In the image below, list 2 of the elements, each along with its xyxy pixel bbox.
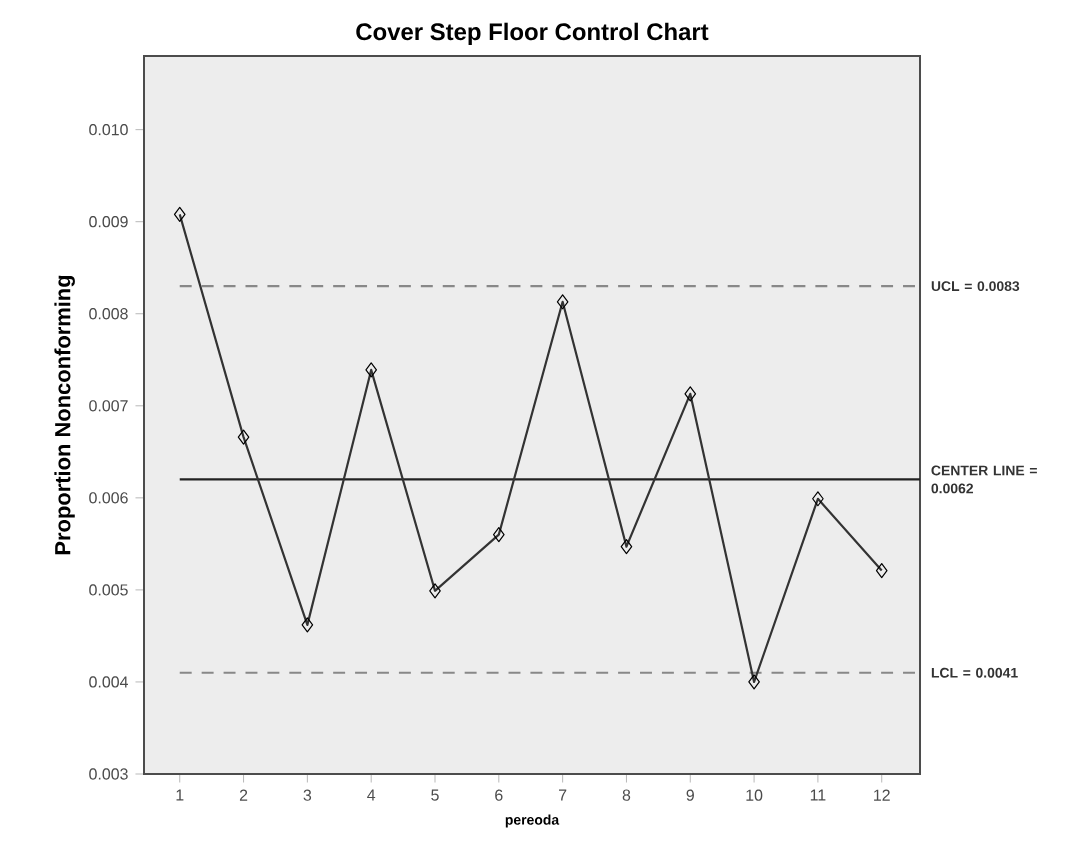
chart-title: Cover Step Floor Control Chart	[356, 22, 709, 45]
y-axis-title: Proportion Nonconforming	[54, 275, 75, 555]
